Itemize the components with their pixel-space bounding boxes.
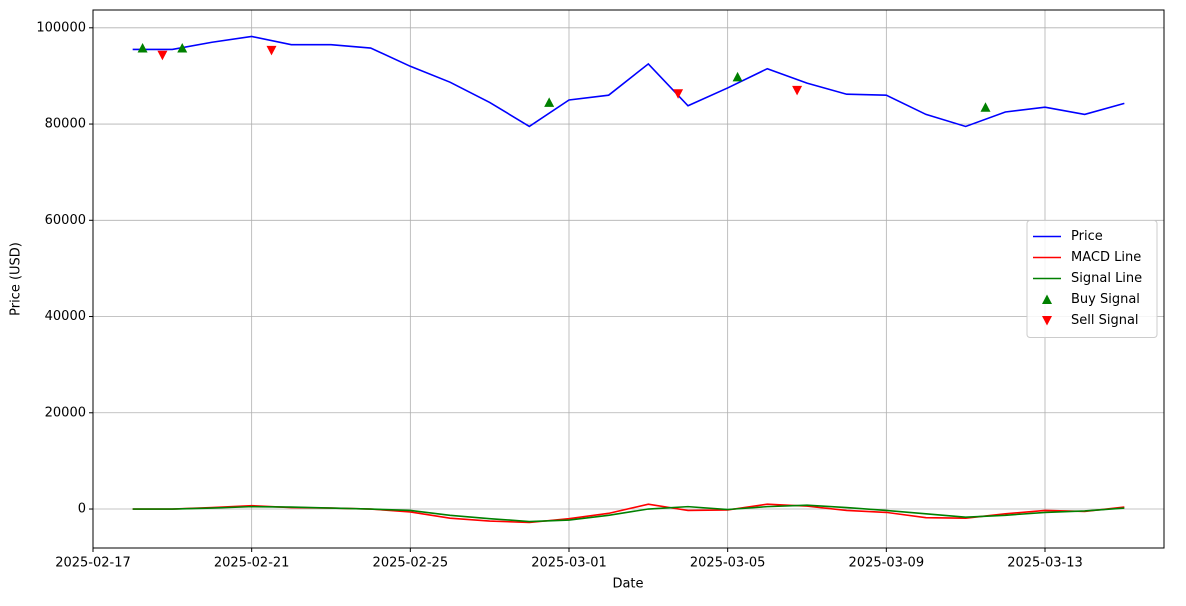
x-tick-label: 2025-02-17	[55, 556, 131, 571]
series-line	[132, 35, 1125, 128]
signal-marker	[980, 102, 991, 112]
legend-label: Sell Signal	[1071, 313, 1139, 328]
y-tick-label: 100000	[36, 20, 86, 35]
y-tick-label: 80000	[45, 117, 86, 132]
grid	[92, 10, 1164, 548]
y-tick-label: 60000	[45, 213, 86, 228]
x-tick-label: 2025-03-09	[849, 556, 925, 571]
legend-marker	[1042, 294, 1052, 304]
series-line	[132, 504, 1125, 523]
legend: Price MACD Line Signal Line Buy Signal Sell …	[1026, 220, 1158, 338]
signal-marker	[157, 50, 168, 61]
signal-marker	[137, 43, 148, 53]
x-tick-label: 2025-03-13	[1007, 556, 1083, 571]
signal-marker	[792, 85, 803, 96]
signal-marker	[673, 89, 684, 99]
signal-marker	[177, 43, 188, 53]
signal-marker	[732, 71, 743, 82]
signal-marker	[266, 45, 277, 56]
signal-marker	[544, 97, 555, 107]
x-tick-label: 2025-03-01	[531, 556, 607, 571]
legend-label: Buy Signal	[1071, 292, 1140, 307]
x-tick-label: 2025-03-05	[690, 556, 766, 571]
y-tick-label: 0	[78, 502, 86, 517]
legend-box	[1026, 220, 1158, 338]
legend-label: MACD Line	[1071, 250, 1141, 265]
legend-label: Price	[1071, 229, 1103, 244]
x-tick-label: 2025-02-21	[214, 556, 290, 571]
y-axis-label: Price (USD)	[9, 242, 24, 316]
x-axis-label: Date	[612, 577, 643, 592]
y-tick-label: 20000	[45, 405, 86, 420]
legend-label: Signal Line	[1071, 271, 1142, 286]
plot-frame	[92, 9, 1165, 549]
legend-marker	[1042, 316, 1052, 326]
y-tick-label: 40000	[45, 309, 86, 324]
x-tick-label: 2025-02-25	[373, 556, 449, 571]
